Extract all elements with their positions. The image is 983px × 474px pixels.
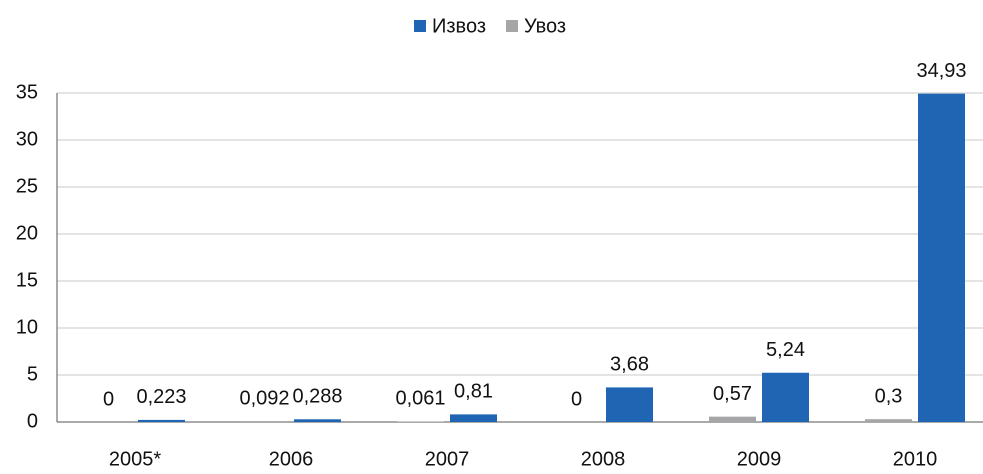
value-label: 0,57 (713, 383, 752, 405)
value-label: 0,061 (395, 388, 445, 410)
value-label: 0,288 (292, 386, 342, 408)
value-label: 0,81 (454, 381, 493, 403)
x-tick-label: 2006 (269, 448, 314, 470)
y-tick-label: 20 (16, 222, 38, 244)
legend-label: Извоз (432, 15, 486, 37)
x-tick-label: 2005* (109, 448, 161, 470)
value-label: 34,93 (916, 60, 966, 82)
value-label: 0,092 (239, 387, 289, 409)
bar (450, 414, 497, 422)
bar (709, 416, 756, 422)
y-tick-label: 0 (27, 410, 38, 432)
bar (138, 419, 185, 422)
value-label: 0,3 (875, 385, 903, 407)
y-tick-label: 5 (27, 363, 38, 385)
y-tick-label: 25 (16, 175, 38, 197)
bar (865, 419, 912, 422)
bar (606, 387, 653, 422)
y-tick-label: 35 (16, 81, 38, 103)
x-tick-label: 2008 (581, 448, 626, 470)
x-tick-label: 2007 (425, 448, 470, 470)
legend-swatch (506, 20, 519, 32)
y-tick-label: 15 (16, 269, 38, 291)
value-label: 0 (103, 388, 114, 410)
legend-label: Увоз (524, 15, 566, 37)
y-tick-label: 10 (16, 316, 38, 338)
bar (762, 372, 809, 422)
x-tick-label: 2010 (893, 448, 938, 470)
bar (294, 419, 341, 422)
value-label: 3,68 (610, 354, 649, 376)
bar (918, 93, 965, 423)
legend-swatch (414, 20, 426, 32)
value-label: 5,24 (766, 339, 805, 361)
bar (397, 421, 444, 422)
value-label: 0,223 (136, 386, 186, 408)
value-label: 0 (571, 388, 582, 410)
y-tick-label: 30 (16, 128, 38, 150)
bar (241, 421, 288, 422)
x-tick-label: 2009 (737, 448, 782, 470)
